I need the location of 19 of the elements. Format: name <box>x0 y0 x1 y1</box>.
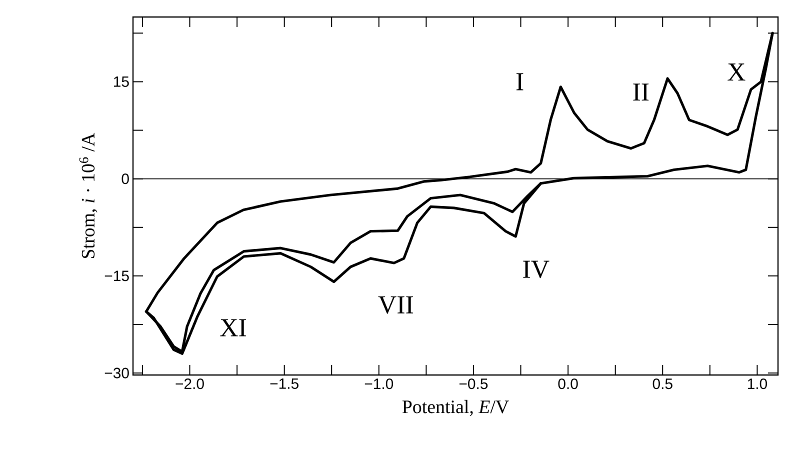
x-axis-title: Potential, E/V <box>402 400 509 416</box>
x-tick-label: −1.5 <box>270 378 298 389</box>
annotation: XI <box>220 319 246 336</box>
annotation: VII <box>378 296 413 314</box>
x-tick-label: 1.0 <box>748 378 767 390</box>
y-tick-label: −15 <box>104 270 129 282</box>
x-tick-label: 0.0 <box>558 378 578 390</box>
annotation: II <box>633 84 649 101</box>
y-tick-label: 15 <box>114 76 129 87</box>
x-tick-label: −2.0 <box>176 378 204 390</box>
y-axis-title: Strom, i · 10$^{6}$ /A <box>79 132 98 258</box>
annotation: IV <box>523 260 550 278</box>
x-tick-label: −1.0 <box>364 378 394 390</box>
x-tick-label: −0.5 <box>459 378 488 390</box>
y-tick-label: 0 <box>122 174 129 184</box>
annotation: I <box>516 73 524 90</box>
x-tick-label: 0.5 <box>652 378 672 390</box>
y-tick-label: −30 <box>104 368 129 378</box>
annotation: X <box>728 64 746 80</box>
